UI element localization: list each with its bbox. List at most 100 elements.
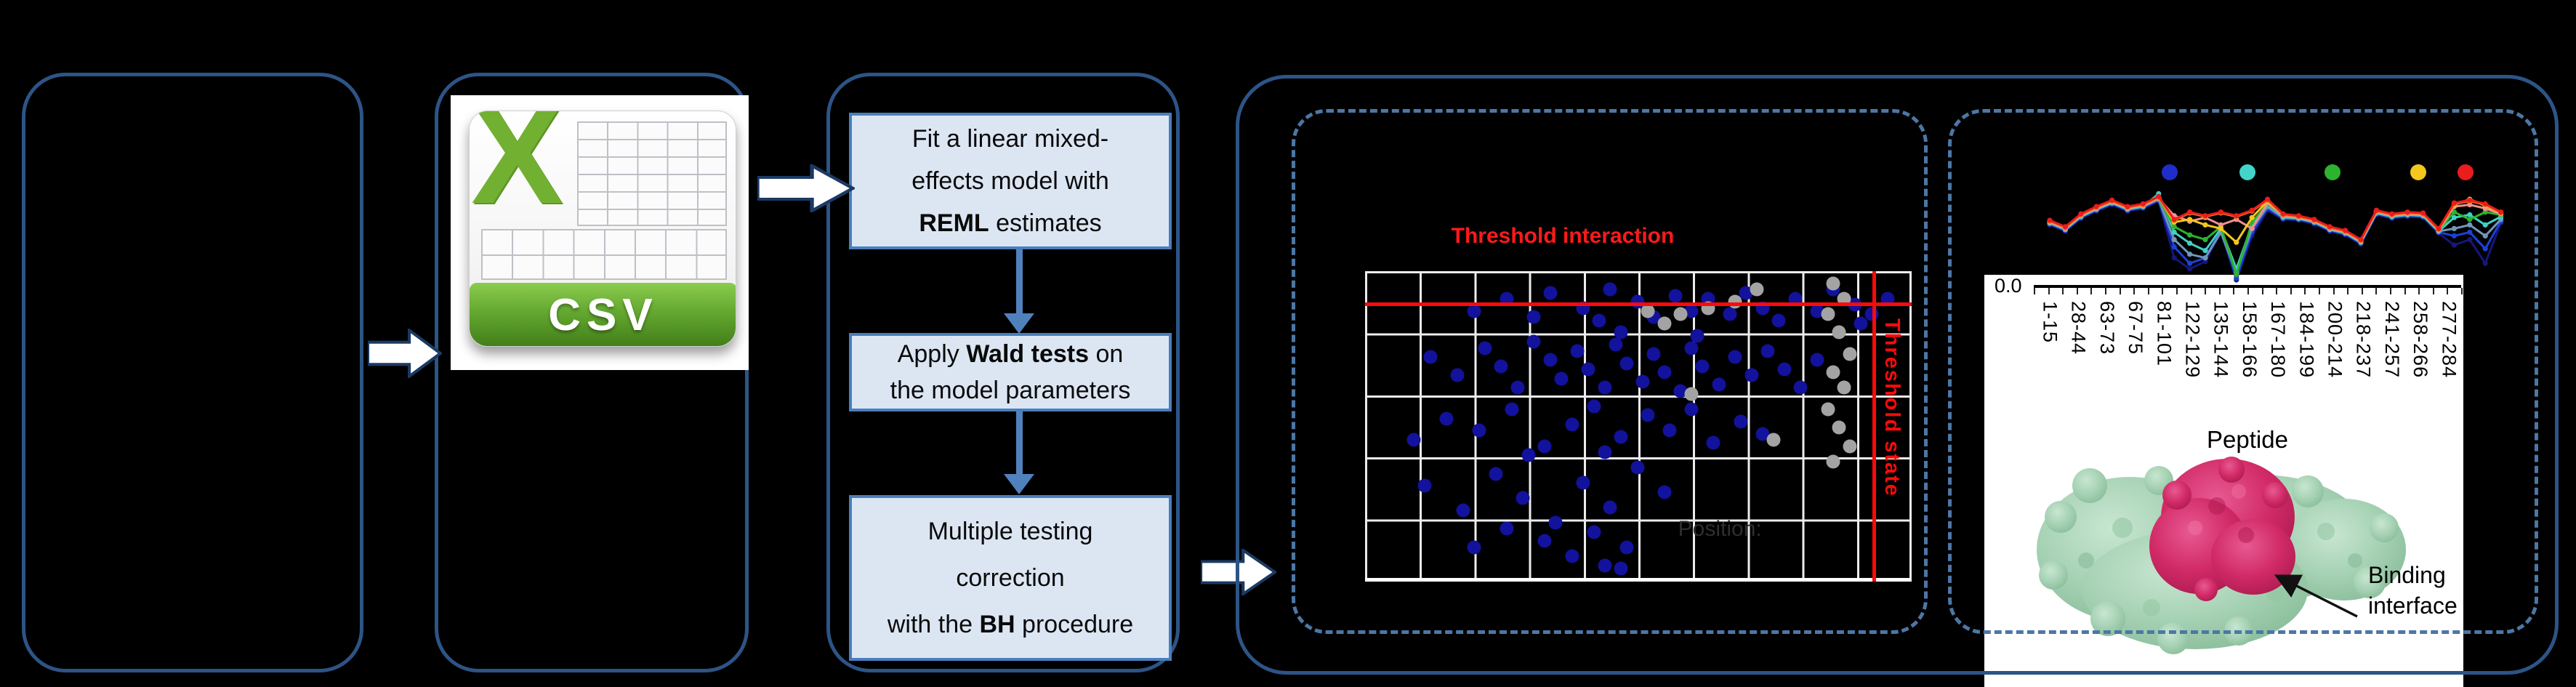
uptake-data-point xyxy=(2202,222,2208,228)
uptake-data-point xyxy=(2218,222,2223,228)
uptake-data-point xyxy=(2156,193,2162,199)
scatter-dot xyxy=(1565,417,1579,432)
scatter-dot xyxy=(1668,289,1683,303)
scatter-dot xyxy=(1880,292,1895,306)
scatter-dot xyxy=(1543,353,1558,367)
uptake-data-point xyxy=(2467,217,2473,222)
scatter-dot xyxy=(1614,325,1628,340)
peptide-tick-label: 28-44 xyxy=(2067,301,2090,355)
scatter-dot xyxy=(1641,304,1655,318)
uptake-data-point xyxy=(2187,266,2193,272)
scatter-dot xyxy=(1864,307,1879,321)
uptake-data-point xyxy=(2327,224,2333,230)
uptake-data-point xyxy=(2482,209,2488,215)
uptake-data-point xyxy=(2093,204,2099,209)
axis-tick xyxy=(2034,288,2035,294)
axis-tick xyxy=(2432,288,2434,294)
scatter-dot xyxy=(1673,384,1688,398)
scatter-dot xyxy=(1810,353,1824,367)
protein-binding-region-magenta xyxy=(2149,457,2295,601)
scatter-dot xyxy=(1723,307,1737,321)
scatter-dot xyxy=(1684,304,1699,318)
uptake-data-point xyxy=(2389,211,2395,217)
binding-interface-arrow-icon xyxy=(2274,574,2358,618)
scatter-dot xyxy=(1500,292,1514,306)
scatter-dot xyxy=(1592,313,1606,328)
uptake-data-point xyxy=(2249,225,2255,231)
scatter-dot xyxy=(1456,503,1470,518)
peptide-tick-label: 63-73 xyxy=(2096,301,2118,355)
down-arrow-1-shaft xyxy=(1016,249,1023,313)
scatter-dot xyxy=(1646,347,1661,361)
scatter-dot xyxy=(1690,329,1704,343)
scatter-dot xyxy=(1537,439,1552,454)
scatter-dot xyxy=(1576,475,1590,490)
uptake-data-point xyxy=(2280,211,2286,217)
scatter-dot xyxy=(1510,380,1525,395)
scatter-dot xyxy=(1712,377,1726,392)
axis-tick xyxy=(2276,288,2278,294)
axis-tick xyxy=(2090,288,2093,294)
peptide-tick-label: 158-166 xyxy=(2238,301,2261,379)
panel-input-data xyxy=(22,73,363,672)
uptake-data-point xyxy=(2482,260,2488,266)
scatter-dot xyxy=(1810,304,1824,318)
uptake-data-point xyxy=(2047,217,2053,223)
uptake-data-point xyxy=(2171,224,2177,230)
uptake-data-point xyxy=(2467,212,2473,218)
scatter-dot xyxy=(1843,347,1857,361)
uptake-data-point xyxy=(2482,246,2488,252)
uptake-data-point xyxy=(2202,236,2208,243)
scatter-dot xyxy=(1793,380,1808,395)
uptake-data-point xyxy=(2451,242,2457,248)
timepoint-legend-dot xyxy=(2162,164,2178,180)
uptake-data-point xyxy=(2202,255,2208,261)
axis-tick xyxy=(2176,288,2178,294)
peptide-tick-label: 122-129 xyxy=(2181,301,2204,379)
scatter-dot xyxy=(1662,423,1677,438)
axis-tick xyxy=(2233,288,2235,294)
axis-tick xyxy=(2247,288,2249,294)
axis-tick xyxy=(2304,288,2306,294)
axis-tick xyxy=(2390,288,2391,294)
uptake-data-point xyxy=(2467,197,2473,203)
scatter-dot xyxy=(1494,359,1508,374)
uptake-data-point xyxy=(2451,225,2457,231)
position-axis-label: Position: xyxy=(1678,516,1762,541)
scatter-dot xyxy=(1630,460,1644,475)
axis-tick xyxy=(2133,288,2136,294)
scatter-dot xyxy=(1657,316,1672,331)
uptake-data-point xyxy=(2078,211,2084,217)
uptake-data-point xyxy=(2451,214,2457,220)
scatter-dot xyxy=(1837,292,1851,306)
uptake-data-point xyxy=(2202,248,2208,254)
axis-tick xyxy=(2361,288,2363,294)
scatter-dot xyxy=(1760,344,1775,358)
threshold-state-label: Threshold state xyxy=(1880,318,1904,497)
x-axis-title: Peptide xyxy=(2207,426,2288,453)
threshold-interaction-label: Threshold interaction xyxy=(1451,224,1675,248)
axis-tick xyxy=(2048,288,2050,294)
scatter-dot xyxy=(1598,380,1612,395)
uptake-data-point xyxy=(2171,244,2177,250)
scatter-dot xyxy=(1673,307,1688,321)
uptake-data-point xyxy=(2125,204,2130,209)
scatter-dot xyxy=(1598,445,1612,459)
uptake-data-point xyxy=(2436,225,2442,231)
uptake-data-point xyxy=(2343,228,2348,233)
scatter-dot xyxy=(1537,534,1552,548)
peptide-tick-label: 1-15 xyxy=(2039,301,2061,344)
scatter-dot xyxy=(1695,359,1710,374)
uptake-data-point xyxy=(2451,233,2457,239)
scatter-dot xyxy=(1788,292,1803,306)
timepoint-legend-dot xyxy=(2458,164,2474,180)
scatter-dot xyxy=(1489,467,1503,481)
uptake-data-point xyxy=(2140,201,2146,206)
uptake-data-point xyxy=(2234,239,2239,245)
axis-tick xyxy=(2105,288,2106,294)
scatter-dot xyxy=(1598,558,1612,573)
uptake-data-point xyxy=(2187,260,2193,266)
peptide-tick-label: 258-266 xyxy=(2410,301,2432,379)
uptake-data-point xyxy=(2171,229,2177,236)
scatter-dot xyxy=(1521,448,1536,462)
